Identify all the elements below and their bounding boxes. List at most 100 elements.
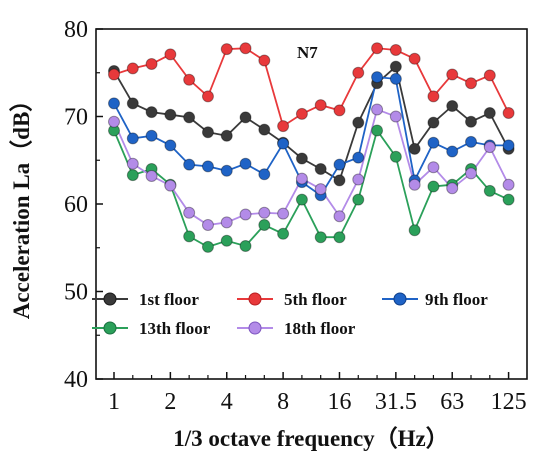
data-point-1st-floor (483, 107, 496, 119)
data-point-18th-floor (427, 161, 440, 174)
data-point-5th-floor (220, 43, 233, 56)
x-tick-label: 125 (491, 389, 527, 415)
data-point-9th-floor (108, 97, 120, 110)
data-point-13th-floor (389, 150, 402, 163)
data-point-5th-floor (183, 73, 196, 86)
x-axis-title: 1/3 octave frequency（Hz） (173, 425, 449, 451)
data-point-5th-floor (126, 62, 139, 75)
series-line-1st-floor (113, 64, 510, 182)
x-tick-label: 1 (108, 389, 120, 415)
data-point-9th-floor (220, 164, 233, 177)
legend-label-18th-floor: 18th floor (284, 319, 356, 338)
data-point-9th-floor (258, 168, 271, 181)
axis-ticks: 40 50 60 70 80 1 2 4 8 16 31.5 63 125 (64, 17, 527, 415)
data-point-13th-floor (126, 169, 139, 182)
data-point-1st-floor (389, 60, 402, 73)
data-point-13th-floor (333, 231, 346, 244)
data-point-1st-floor (295, 152, 308, 165)
data-point-1st-floor (183, 111, 196, 124)
data-point-9th-floor (465, 135, 478, 148)
data-point-5th-floor (389, 44, 402, 56)
data-point-13th-floor (220, 234, 233, 247)
data-point-18th-floor (220, 216, 233, 229)
legend-label-9th-floor: 9th floor (425, 290, 488, 309)
data-point-13th-floor (352, 193, 365, 206)
x-tick-label: 16 (327, 389, 351, 415)
data-point-18th-floor (483, 141, 496, 154)
data-point-5th-floor (239, 42, 252, 55)
data-point-9th-floor (333, 158, 346, 171)
data-point-18th-floor (502, 178, 515, 191)
y-tick-label: 40 (64, 367, 88, 393)
data-point-9th-floor (502, 139, 515, 152)
x-tick-label: 4 (221, 389, 233, 415)
x-tick-label: 31.5 (375, 389, 417, 415)
x-tick-label: 8 (277, 389, 289, 415)
data-point-9th-floor (352, 151, 365, 164)
annotation-label: N7 (297, 43, 318, 62)
data-point-18th-floor (295, 172, 308, 185)
data-point-9th-floor (446, 145, 459, 158)
data-point-5th-floor (277, 120, 290, 133)
data-point-13th-floor (295, 193, 308, 206)
data-point-13th-floor (502, 193, 515, 206)
data-point-18th-floor (446, 182, 459, 195)
data-point-9th-floor (183, 158, 196, 171)
legend-item-1st-floor: 1st floor (92, 290, 199, 309)
data-point-18th-floor (183, 206, 196, 219)
data-point-9th-floor (427, 136, 440, 149)
data-point-5th-floor (145, 58, 158, 70)
series-line-13th-floor (113, 128, 509, 248)
data-point-9th-floor (201, 160, 214, 173)
data-point-1st-floor (352, 116, 365, 129)
x-tick-label: 63 (440, 389, 464, 415)
data-point-18th-floor (126, 157, 139, 170)
data-point-1st-floor (465, 115, 478, 128)
legend-label-13th-floor: 13th floor (139, 319, 211, 338)
series-line-5th-floor (113, 47, 510, 128)
y-tick-label: 50 (64, 280, 88, 306)
legend-label-5th-floor: 5th floor (284, 290, 347, 309)
legend-item-5th-floor: 5th floor (237, 290, 347, 309)
data-point-13th-floor (239, 240, 252, 252)
data-point-13th-floor (201, 240, 214, 253)
data-point-1st-floor (239, 111, 252, 124)
data-point-5th-floor (333, 104, 346, 117)
data-point-9th-floor (277, 137, 290, 150)
data-point-1st-floor (164, 108, 177, 121)
series-layer (108, 42, 515, 253)
data-point-5th-floor (446, 68, 459, 81)
data-point-5th-floor (408, 52, 421, 65)
data-point-18th-floor (277, 207, 290, 220)
data-point-13th-floor (277, 227, 290, 240)
data-point-13th-floor (183, 230, 196, 243)
data-point-18th-floor (164, 179, 177, 192)
data-point-13th-floor (427, 180, 440, 193)
y-tick-label: 60 (64, 192, 88, 218)
data-point-18th-floor (408, 178, 421, 191)
data-point-5th-floor (465, 77, 478, 90)
data-point-13th-floor (483, 184, 496, 197)
data-point-13th-floor (371, 124, 384, 137)
series-line-18th-floor (113, 108, 510, 226)
data-point-18th-floor (352, 173, 365, 186)
data-point-1st-floor (314, 163, 327, 175)
data-point-1st-floor (427, 116, 440, 129)
data-point-18th-floor (371, 103, 384, 116)
data-point-1st-floor (201, 126, 214, 139)
data-point-9th-floor (239, 157, 252, 170)
data-point-5th-floor (314, 99, 327, 112)
data-point-18th-floor (465, 167, 478, 180)
legend-item-13th-floor: 13th floor (92, 319, 211, 338)
data-point-5th-floor (258, 54, 271, 67)
data-point-9th-floor (371, 71, 384, 84)
data-point-1st-floor (145, 106, 158, 119)
data-point-1st-floor (333, 174, 346, 187)
legend-item-9th-floor: 9th floor (382, 290, 488, 309)
data-point-9th-floor (389, 72, 402, 85)
data-point-5th-floor (371, 42, 384, 55)
data-point-5th-floor (352, 66, 365, 79)
data-point-9th-floor (126, 132, 139, 145)
y-axis-title: Acceleration La（dB） (8, 89, 34, 320)
